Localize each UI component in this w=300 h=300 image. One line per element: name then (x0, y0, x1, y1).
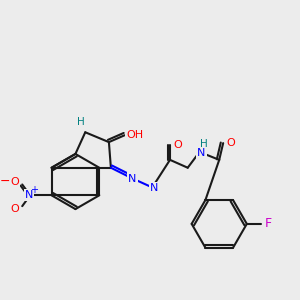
Text: −: − (0, 175, 10, 188)
Text: +: + (30, 185, 38, 195)
Text: N: N (197, 148, 206, 158)
Text: N: N (128, 174, 137, 184)
Text: O: O (173, 140, 182, 150)
Text: O: O (227, 138, 236, 148)
Text: N: N (25, 190, 33, 200)
Text: F: F (265, 218, 272, 230)
Text: OH: OH (126, 130, 143, 140)
Text: N: N (150, 183, 158, 194)
Text: H: H (200, 139, 207, 149)
Text: O: O (10, 176, 19, 187)
Text: O: O (10, 204, 19, 214)
Text: H: H (77, 117, 85, 128)
